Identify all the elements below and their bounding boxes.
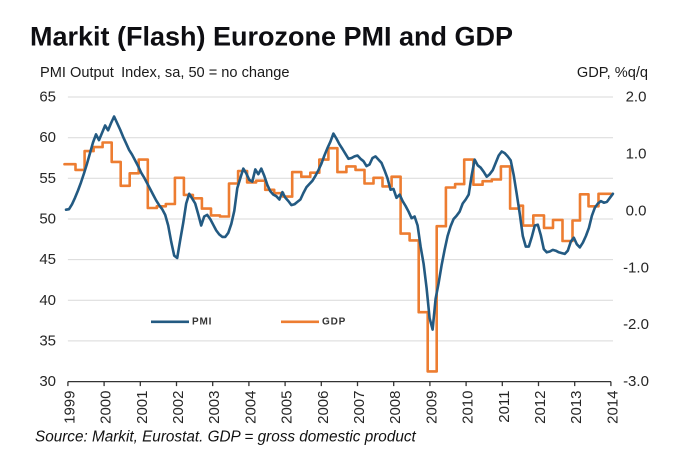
svg-text:2008: 2008: [387, 391, 404, 424]
svg-text:2004: 2004: [242, 391, 259, 424]
svg-text:Source: Markit, Eurostat. GDP: Source: Markit, Eurostat. GDP = gross do…: [35, 429, 416, 446]
svg-text:2010: 2010: [460, 391, 477, 424]
svg-text:2001: 2001: [134, 391, 151, 424]
svg-text:-3.0: -3.0: [623, 373, 649, 390]
svg-text:2009: 2009: [423, 391, 440, 424]
svg-text:55: 55: [39, 170, 56, 187]
svg-text:PMI Output Index, sa, 50 = no: PMI Output Index, sa, 50 = no change: [40, 65, 289, 81]
svg-text:2000: 2000: [98, 391, 115, 424]
svg-text:2011: 2011: [496, 391, 513, 423]
svg-text:30: 30: [39, 373, 56, 390]
svg-text:2003: 2003: [206, 391, 223, 424]
svg-text:50: 50: [39, 211, 56, 228]
svg-text:2006: 2006: [315, 391, 332, 424]
svg-text:65: 65: [39, 89, 56, 106]
svg-text:-1.0: -1.0: [623, 259, 649, 276]
svg-text:2002: 2002: [170, 391, 187, 424]
svg-text:1.0: 1.0: [626, 145, 647, 162]
svg-text:2013: 2013: [568, 391, 585, 424]
svg-text:-2.0: -2.0: [623, 316, 649, 333]
svg-text:2.0: 2.0: [626, 89, 647, 106]
svg-text:40: 40: [39, 292, 56, 309]
svg-text:PMI: PMI: [192, 317, 212, 328]
svg-text:2007: 2007: [351, 391, 368, 424]
svg-text:2005: 2005: [279, 391, 296, 424]
svg-text:1999: 1999: [61, 391, 78, 424]
svg-text:2014: 2014: [604, 391, 621, 424]
svg-text:45: 45: [39, 251, 56, 268]
svg-text:GDP: GDP: [322, 317, 346, 328]
svg-text:0.0: 0.0: [626, 202, 647, 219]
svg-text:35: 35: [39, 332, 56, 349]
svg-text:GDP, %q/q: GDP, %q/q: [577, 65, 648, 81]
svg-text:Markit (Flash) Eurozone PMI an: Markit (Flash) Eurozone PMI and GDP: [30, 22, 513, 52]
svg-text:2012: 2012: [532, 391, 549, 424]
svg-text:60: 60: [39, 129, 56, 146]
